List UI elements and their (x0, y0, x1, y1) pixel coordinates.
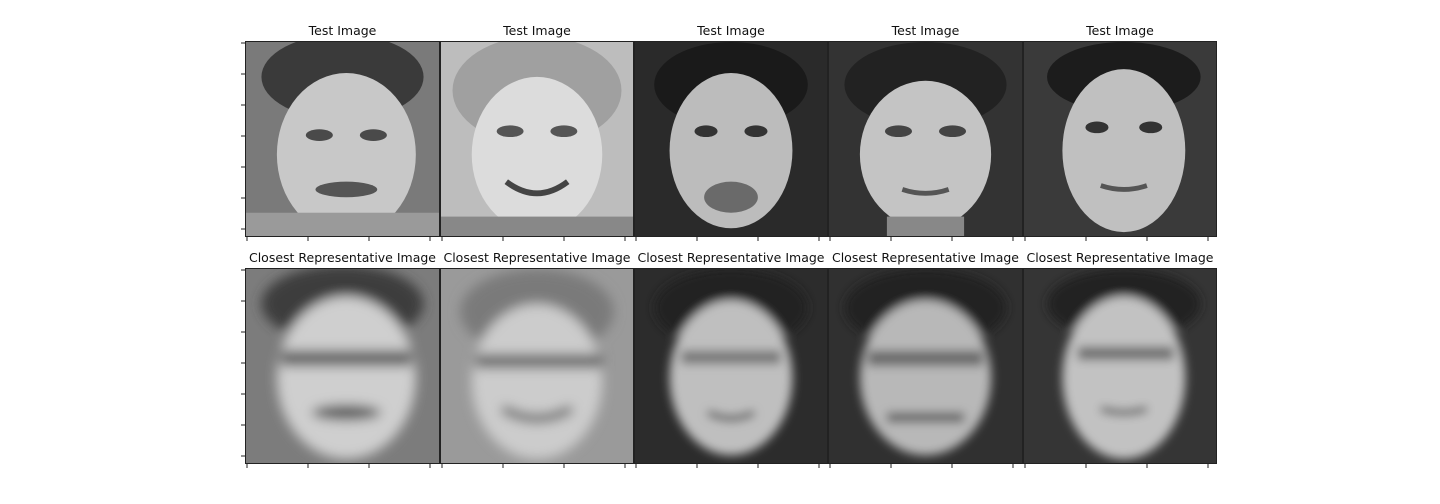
face-image (246, 269, 439, 463)
image-frame (245, 268, 440, 464)
panel-title: Closest Representative Image (637, 250, 825, 265)
test-image-panel-1: Test Image (241, 23, 440, 241)
image-frame (634, 41, 828, 237)
face-image (829, 269, 1022, 463)
image-frame (440, 268, 634, 464)
image-frame (634, 268, 828, 464)
face-image (635, 269, 827, 463)
face-image (635, 42, 827, 236)
image-frame (245, 41, 440, 237)
representative-image-panel-2: Closest Representative Image (440, 250, 634, 468)
panel-title: Test Image (1086, 23, 1154, 38)
panel-title: Test Image (697, 23, 765, 38)
face-image (441, 42, 633, 236)
test-image-panel-5: Test Image (1023, 23, 1217, 241)
panel-title: Test Image (503, 23, 571, 38)
image-frame (1023, 41, 1217, 237)
face-image (246, 42, 439, 236)
test-image-panel-4: Test Image (828, 23, 1023, 241)
face-image (1024, 269, 1216, 463)
panel-title: Test Image (308, 23, 377, 38)
face-image (441, 269, 633, 463)
panel-title: Closest Representative Image (831, 250, 1019, 265)
panel-title: Closest Representative Image (443, 250, 631, 265)
test-image-panel-2: Test Image (440, 23, 634, 241)
panel-title: Test Image (891, 23, 960, 38)
image-frame (828, 268, 1023, 464)
representative-image-panel-5: Closest Representative Image (1023, 250, 1217, 468)
face-image (829, 42, 1022, 236)
panel-title: Closest Representative Image (248, 250, 436, 265)
panel-title: Closest Representative Image (1026, 250, 1214, 265)
test-image-panel-3: Test Image (634, 23, 828, 241)
face-image (1024, 42, 1216, 236)
image-frame (1023, 268, 1217, 464)
image-frame (828, 41, 1023, 237)
image-frame (440, 41, 634, 237)
representative-image-panel-3: Closest Representative Image (634, 250, 828, 468)
representative-image-panel-1: Closest Representative Image (241, 250, 440, 468)
representative-image-panel-4: Closest Representative Image (828, 250, 1023, 468)
